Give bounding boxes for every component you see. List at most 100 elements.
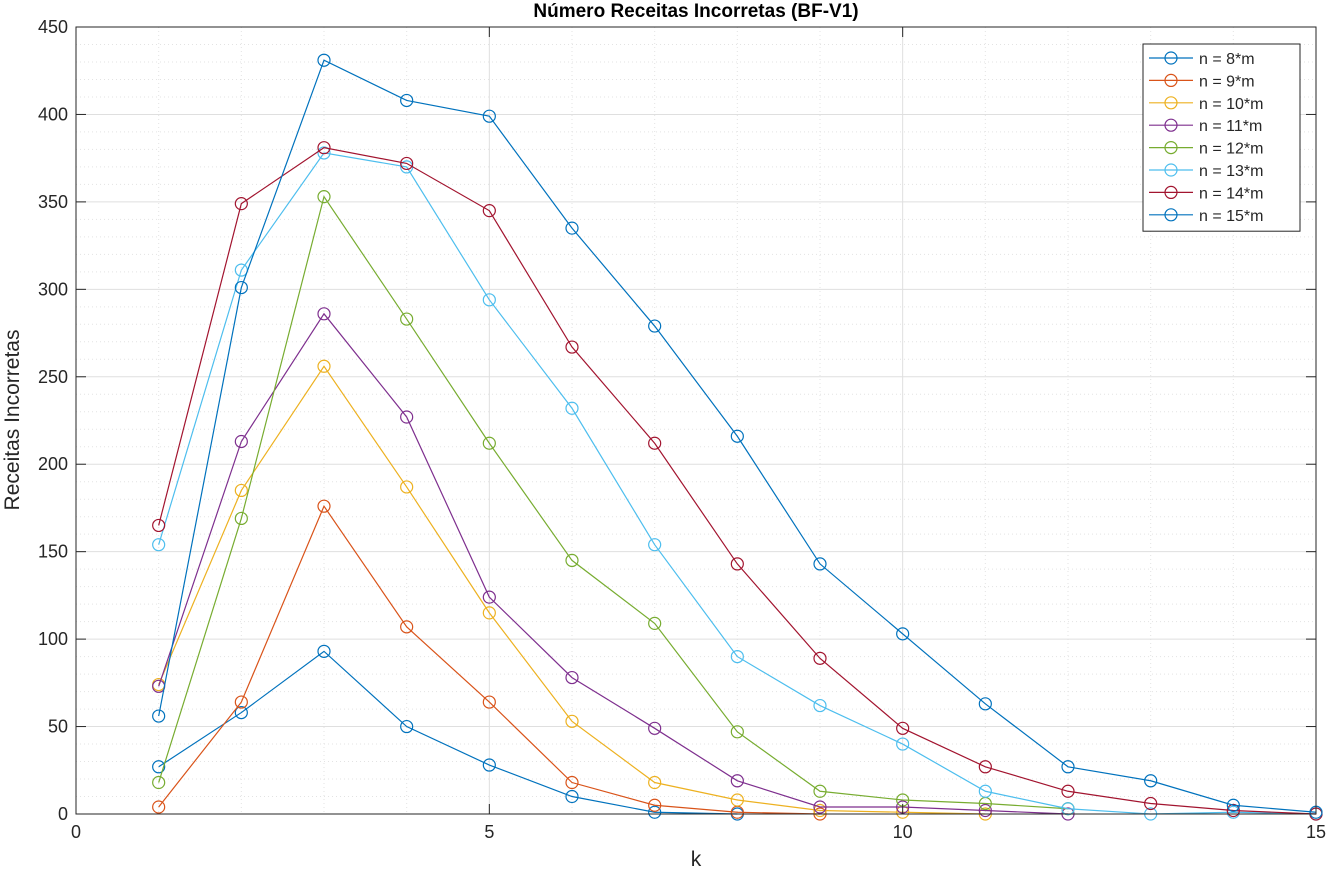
data-point [317,190,331,204]
data-point [565,670,579,685]
data-point [730,793,744,807]
plot-frame [75,26,1317,815]
data-point [978,803,992,818]
data-point [400,156,414,171]
series-line [158,59,1317,813]
legend-marker [1164,208,1178,222]
data-point [234,695,248,709]
data-point [482,606,496,620]
data-point [565,789,579,804]
data-point [482,695,496,709]
data-point [400,620,414,634]
data-point [234,280,248,295]
data-point [234,705,248,720]
y-tick-label: 450 [38,17,68,37]
series-line [158,147,1317,815]
data-point [978,784,992,798]
y-axis-title: Receitas Incorretas [1,330,24,511]
data-point [730,725,744,739]
y-tick-label: 0 [58,804,68,824]
data-point [1061,760,1075,774]
data-point [152,800,166,814]
data-point [813,698,827,713]
data-point [978,760,992,774]
legend-entry: n = 10*m [1149,96,1263,113]
data-point [317,146,331,160]
legend-marker [1164,185,1178,199]
data-point [730,774,744,788]
series-line [158,195,1069,810]
y-tick-label: 150 [38,542,68,562]
y-tick-label: 200 [38,454,68,474]
x-tick-label: 0 [71,822,81,842]
series-layer [152,53,1323,821]
data-point [482,109,496,123]
y-tick-label: 400 [38,104,68,124]
data-point [648,319,662,333]
legend-label: n = 10*m [1199,96,1263,113]
data-point [730,649,744,664]
series-8 [152,53,1323,819]
data-point [234,511,248,526]
data-point [1061,784,1075,798]
data-point [1061,802,1075,816]
legend-entry: n = 8*m [1149,51,1255,68]
series-line [158,312,1069,815]
data-point [730,429,744,443]
data-point [896,737,910,751]
data-point [896,721,910,735]
data-point [565,340,579,354]
series-line [158,152,1317,815]
y-tick-label: 300 [38,279,68,299]
data-point [813,800,827,814]
legend: n = 8*m n = 9*m n = 10*m n = 11*m n = 12*m n … [1142,43,1301,232]
data-point [400,410,414,424]
y-tick-label: 250 [38,367,68,387]
y-tick-label: 350 [38,192,68,212]
data-point [648,775,662,790]
series-4 [152,307,1075,821]
legend-entry: n = 12*m [1149,141,1263,158]
data-point [317,307,331,321]
legend-entry: n = 14*m [1149,185,1263,202]
legend-marker [1164,96,1178,110]
data-point [234,434,248,449]
data-point [648,616,662,630]
legend-label: n = 8*m [1199,51,1255,68]
series-line [158,650,738,815]
data-point [152,760,166,774]
data-point [400,719,414,734]
legend-entry: n = 13*m [1149,163,1263,180]
data-point [317,141,331,155]
data-point [565,714,579,728]
data-point [152,775,166,790]
series-line [158,365,986,815]
legend-label: n = 9*m [1199,73,1255,90]
data-point [400,480,414,494]
legend-marker [1164,51,1178,65]
data-point [152,538,166,552]
legend-entry: n = 11*m [1149,118,1262,135]
data-point [565,401,579,415]
y-tick-label: 100 [38,629,68,649]
legend-marker [1164,141,1178,155]
legend-label: n = 11*m [1199,118,1262,135]
data-point [1226,798,1240,812]
data-point [317,644,331,658]
legend-label: n = 12*m [1199,141,1263,158]
series-7 [152,141,1323,821]
data-point [813,557,827,571]
data-point [152,709,166,723]
data-point [813,784,827,798]
data-point [896,627,910,641]
data-point [565,553,579,568]
data-point [648,538,662,552]
x-tick-label: 5 [484,822,494,842]
plot-background [76,27,1316,814]
x-tick-label: 15 [1306,822,1326,842]
data-point [317,53,331,67]
data-point [648,436,662,450]
data-point [1144,796,1158,811]
legend-entry: n = 15*m [1149,208,1263,225]
